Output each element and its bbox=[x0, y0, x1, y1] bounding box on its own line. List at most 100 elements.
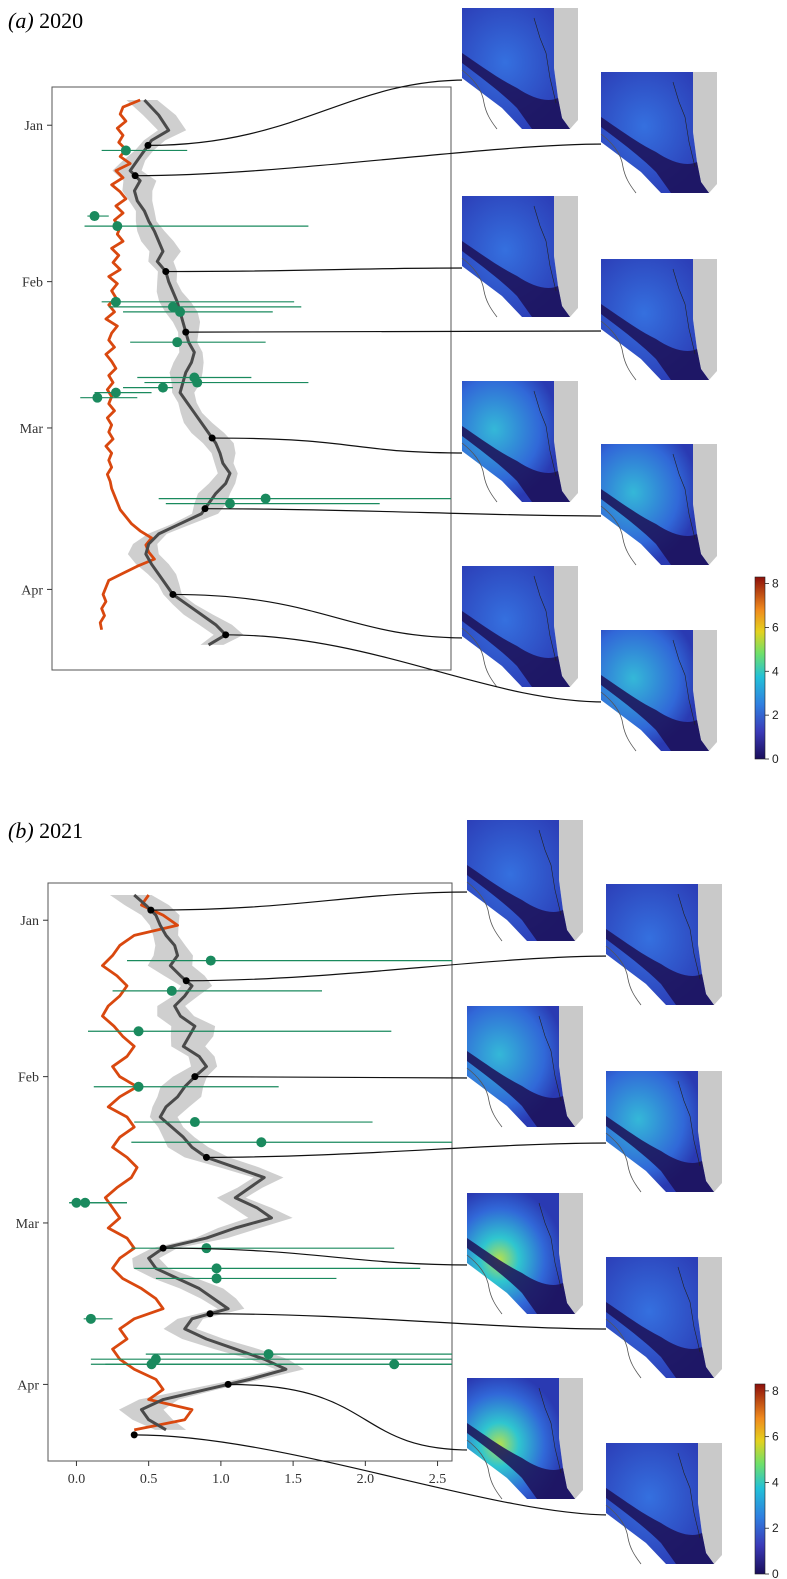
map-deep-region bbox=[606, 929, 714, 1005]
orange-series-line bbox=[101, 894, 194, 1432]
x-tick-label: 0.5 bbox=[140, 1472, 158, 1487]
map-water bbox=[601, 72, 709, 193]
map-contour bbox=[533, 17, 557, 104]
observation-point bbox=[211, 1263, 222, 1274]
map-coastline bbox=[466, 1254, 503, 1315]
map-deep-region bbox=[601, 117, 709, 193]
map-deep-region bbox=[462, 241, 570, 317]
map-land bbox=[698, 884, 722, 1005]
map-land bbox=[554, 196, 578, 317]
map-connector bbox=[228, 1383, 473, 1451]
map-coastline bbox=[461, 257, 498, 318]
map-land bbox=[554, 381, 578, 502]
map-water bbox=[462, 566, 570, 687]
observation-point bbox=[133, 1026, 144, 1037]
map-contour bbox=[533, 575, 557, 662]
map-water bbox=[601, 630, 709, 751]
map-thumbnail bbox=[605, 1071, 722, 1193]
map-water bbox=[462, 8, 570, 129]
observation-point bbox=[189, 1117, 200, 1128]
panel-b: Jan Feb Mar Apr 0.0 0.5 1.0 1.5 2.0 2.5 bbox=[16, 820, 722, 1565]
colorbar-tick-label: 0 bbox=[772, 1567, 779, 1579]
map-contour bbox=[533, 390, 557, 477]
map-contour bbox=[538, 829, 562, 916]
panel-a-year: 2020 bbox=[39, 8, 83, 33]
map-contour bbox=[672, 268, 696, 355]
observation-point bbox=[157, 382, 168, 393]
map-water bbox=[467, 1006, 575, 1127]
observation-point bbox=[110, 296, 121, 307]
map-deep-region bbox=[462, 53, 570, 129]
observation-point bbox=[167, 301, 178, 312]
map-thumbnail bbox=[466, 1193, 583, 1315]
y-tick-label: Apr bbox=[17, 1378, 39, 1393]
map-deep-region bbox=[467, 1051, 575, 1127]
map-water bbox=[601, 259, 709, 380]
mean-series-line bbox=[133, 893, 288, 1432]
map-connector bbox=[147, 79, 468, 147]
map-deep-region bbox=[467, 1238, 575, 1314]
panel-a-letter: (a) bbox=[8, 8, 34, 33]
highlight-point bbox=[222, 631, 230, 639]
map-thumbnail bbox=[466, 1006, 583, 1128]
map-coastline bbox=[466, 881, 503, 942]
map-water bbox=[606, 1443, 714, 1564]
x-tick-label: 1.0 bbox=[212, 1472, 230, 1487]
map-connector bbox=[185, 330, 607, 333]
colorbar-tick-label: 6 bbox=[772, 1430, 779, 1444]
map-deep-region bbox=[606, 1488, 714, 1564]
observation-point bbox=[85, 1313, 96, 1324]
map-coastline bbox=[600, 691, 637, 752]
observation-point bbox=[80, 1197, 91, 1208]
map-water bbox=[462, 381, 570, 502]
colorbar-tick-label: 4 bbox=[772, 664, 779, 678]
highlight-point bbox=[169, 590, 177, 598]
map-land bbox=[698, 1443, 722, 1564]
map-coastline bbox=[605, 1132, 642, 1193]
map-coastline bbox=[600, 133, 637, 194]
map-thumbnail bbox=[605, 884, 722, 1006]
map-water bbox=[462, 196, 570, 317]
map-coastline bbox=[605, 1504, 642, 1565]
map-water bbox=[467, 1193, 575, 1314]
map-coastline bbox=[600, 320, 637, 381]
map-deep-region bbox=[606, 1116, 714, 1192]
map-connector bbox=[165, 267, 468, 273]
highlight-point bbox=[206, 1310, 214, 1318]
colorbar-b: 0 2 4 6 8 bbox=[754, 1383, 779, 1579]
observation-point bbox=[211, 1273, 222, 1284]
map-coastline bbox=[605, 945, 642, 1006]
panel-b-year: 2021 bbox=[39, 818, 83, 843]
observation-point bbox=[166, 985, 177, 996]
colorbar-a-bar bbox=[754, 576, 766, 760]
map-land bbox=[693, 259, 717, 380]
highlight-point bbox=[182, 977, 190, 985]
map-thumbnail bbox=[600, 259, 717, 381]
map-land bbox=[559, 1006, 583, 1127]
map-thumbnail bbox=[600, 630, 717, 752]
colorbar-tick-label: 2 bbox=[772, 1521, 779, 1535]
map-coastline bbox=[461, 69, 498, 130]
x-tick-label: 2.0 bbox=[357, 1472, 375, 1487]
x-tick-label: 2.5 bbox=[429, 1472, 447, 1487]
map-contour bbox=[677, 893, 701, 980]
uncertainty-ribbon bbox=[109, 895, 305, 1430]
map-contour bbox=[538, 1387, 562, 1474]
y-tick-label: Feb bbox=[22, 276, 43, 291]
observation-point bbox=[263, 1349, 274, 1360]
highlight-point bbox=[159, 1244, 167, 1252]
map-connector bbox=[225, 634, 607, 703]
map-deep-region bbox=[462, 426, 570, 502]
colorbar-tick-label: 2 bbox=[772, 708, 779, 722]
y-tick-label: Feb bbox=[18, 1071, 39, 1086]
map-deep-region bbox=[601, 304, 709, 380]
y-tick-label: Mar bbox=[16, 1217, 40, 1232]
plot-frame bbox=[51, 86, 452, 671]
map-thumbnail bbox=[461, 566, 578, 688]
map-connector bbox=[194, 1076, 473, 1079]
map-thumbnail bbox=[461, 8, 578, 130]
map-land bbox=[698, 1071, 722, 1192]
map-deep-region bbox=[462, 611, 570, 687]
map-water bbox=[606, 1071, 714, 1192]
highlight-point bbox=[130, 1431, 138, 1439]
